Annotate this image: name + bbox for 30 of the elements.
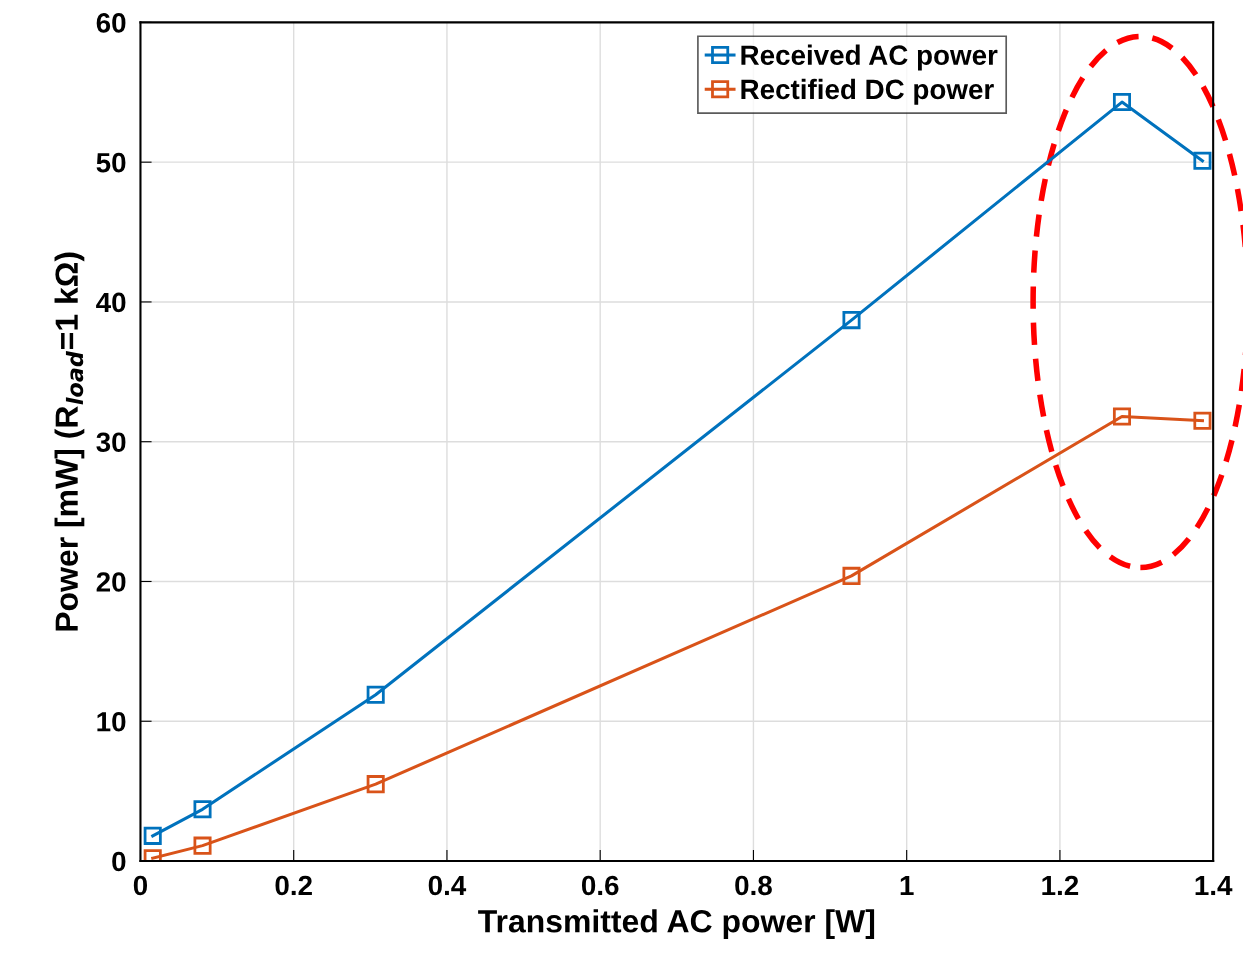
y-tick-label: 50	[96, 152, 126, 173]
legend-label: Received AC power	[741, 44, 998, 71]
x-tick-label: 1	[900, 875, 914, 896]
x-tick-label: 0	[133, 875, 148, 896]
y-axis-title: Power [mW] (R$_{load}$=1 kΩ)	[54, 252, 85, 631]
y-tick-label: 20	[96, 572, 126, 592]
y-tick-label: 60	[96, 13, 126, 33]
point	[193, 836, 212, 855]
y-tick-label: 40	[96, 292, 126, 313]
legend-label: Rectified DC power	[741, 78, 994, 105]
x-tick-label: 1.2	[1042, 875, 1079, 896]
x-tick-label: 0.8	[735, 875, 772, 896]
x-tick-label: 1.4	[1195, 875, 1233, 896]
x-tick-label: 0.4	[428, 875, 467, 896]
point	[143, 826, 162, 845]
point	[1112, 407, 1132, 426]
point	[1193, 151, 1212, 170]
x-tick-label: 0.2	[275, 875, 312, 896]
y-tick-label: 10	[97, 711, 126, 732]
point	[842, 311, 861, 330]
point	[366, 775, 385, 794]
point	[1193, 411, 1212, 430]
x-axis-title: Transmitted AC power [W]	[478, 909, 875, 939]
point	[842, 566, 861, 585]
y-tick-label: 0	[112, 851, 126, 872]
x-tick-label: 0.6	[581, 875, 619, 896]
point	[1112, 93, 1132, 112]
point	[193, 800, 212, 819]
y-tick-label: 30	[96, 432, 126, 453]
point	[366, 685, 385, 704]
